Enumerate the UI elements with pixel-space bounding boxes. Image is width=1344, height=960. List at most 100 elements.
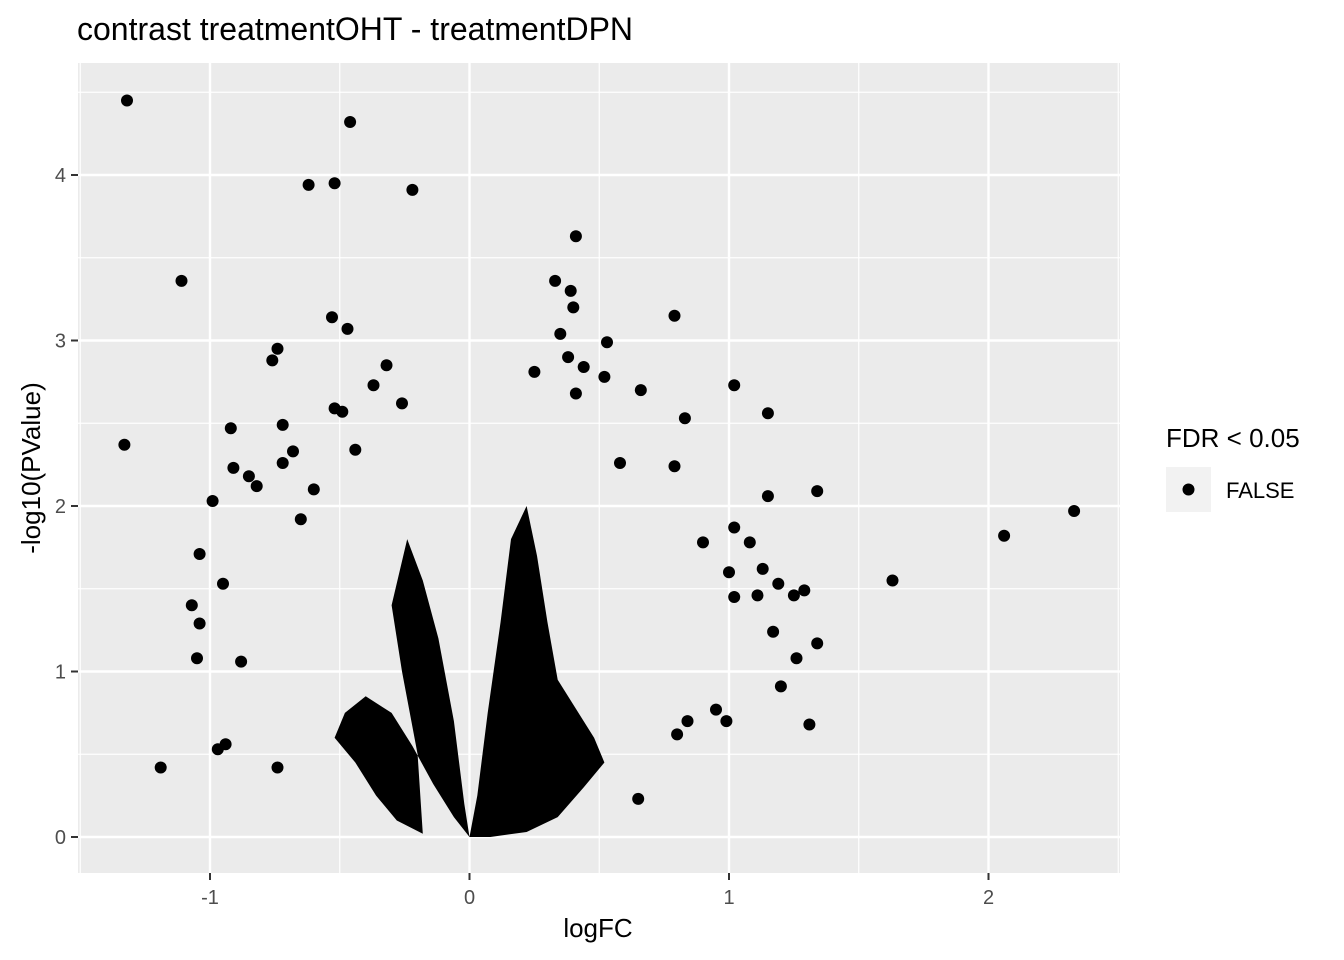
data-point (598, 370, 611, 383)
data-point (668, 309, 681, 322)
data-point (569, 387, 582, 400)
data-point (998, 529, 1011, 542)
data-point (276, 418, 289, 431)
data-point (601, 336, 613, 349)
data-point (710, 703, 722, 716)
data-point (668, 460, 681, 473)
data-point (886, 574, 899, 587)
legend: FDR < 0.05 FALSE (1166, 423, 1300, 512)
data-point (118, 438, 131, 451)
data-point (671, 728, 684, 741)
data-point (396, 397, 408, 410)
data-point (242, 470, 255, 483)
data-point (723, 566, 735, 579)
data-point (767, 625, 780, 638)
data-point (121, 94, 133, 107)
data-point (772, 577, 785, 590)
data-point (206, 495, 219, 507)
data-point (193, 617, 206, 630)
x-tick-label: 1 (723, 887, 734, 909)
legend-label-false: FALSE (1226, 478, 1294, 503)
data-point (227, 461, 240, 474)
data-point (728, 379, 741, 392)
data-point (634, 384, 647, 397)
data-point (790, 652, 803, 665)
y-tick-label: 2 (55, 496, 66, 518)
data-point (406, 183, 419, 196)
data-point (341, 322, 354, 335)
data-point (728, 521, 741, 534)
data-point (756, 562, 769, 575)
x-axis: -1 0 1 2 (201, 873, 994, 909)
data-point (1068, 505, 1081, 517)
data-point (811, 637, 824, 650)
data-point (276, 457, 289, 469)
data-point (798, 584, 811, 597)
data-point (380, 359, 393, 372)
data-point (569, 230, 582, 243)
data-point (287, 445, 299, 458)
data-point (235, 655, 248, 668)
data-point (185, 599, 198, 612)
data-points (118, 94, 1081, 837)
data-point (577, 361, 590, 373)
data-point (803, 718, 816, 731)
data-point (302, 178, 315, 191)
data-point (549, 274, 562, 287)
data-point (528, 365, 541, 378)
data-point (681, 715, 694, 728)
data-point (632, 792, 645, 805)
legend-title: FDR < 0.05 (1166, 423, 1300, 453)
data-point (191, 652, 203, 665)
data-point (564, 284, 577, 297)
data-point (193, 548, 206, 560)
y-axis-title: -log10(PValue) (16, 382, 46, 554)
data-point (219, 738, 232, 751)
data-point (328, 177, 341, 190)
chart-title: contrast treatmentOHT - treatmentDPN (77, 11, 633, 47)
data-point (344, 116, 357, 128)
data-point (811, 485, 824, 498)
data-point (294, 513, 307, 526)
x-tick-label: -1 (201, 887, 219, 909)
data-point (224, 422, 237, 435)
data-point (250, 480, 263, 493)
data-point (567, 301, 580, 314)
data-point (787, 589, 800, 602)
data-point (326, 311, 338, 324)
data-point (751, 589, 764, 602)
data-point (720, 715, 733, 728)
data-point (728, 591, 741, 603)
data-point (367, 379, 380, 392)
grid-lines (78, 63, 1120, 873)
data-point (761, 490, 774, 503)
x-tick-label: 0 (464, 887, 475, 909)
data-point (554, 327, 567, 340)
y-axis: 0 1 2 3 4 (55, 165, 78, 849)
x-tick-label: 2 (983, 887, 994, 909)
data-point (217, 577, 229, 590)
y-tick-label: 4 (55, 165, 66, 187)
data-point (562, 351, 575, 364)
data-point (175, 274, 188, 287)
data-point (349, 443, 362, 456)
data-point (336, 405, 349, 418)
data-point (154, 761, 167, 774)
data-point (266, 354, 279, 367)
data-point (271, 761, 284, 774)
dense-point-cloud (334, 506, 605, 837)
legend-key-point (1182, 483, 1195, 496)
data-point (743, 536, 756, 549)
y-tick-label: 3 (55, 331, 66, 353)
data-point (271, 342, 284, 355)
data-point (307, 483, 320, 496)
data-point (761, 407, 774, 420)
data-point (678, 412, 691, 425)
y-tick-label: 0 (55, 827, 66, 849)
data-point (614, 457, 626, 469)
x-axis-title: logFC (563, 913, 632, 943)
data-point (697, 536, 709, 549)
y-tick-label: 1 (55, 662, 66, 684)
data-point (774, 680, 787, 693)
